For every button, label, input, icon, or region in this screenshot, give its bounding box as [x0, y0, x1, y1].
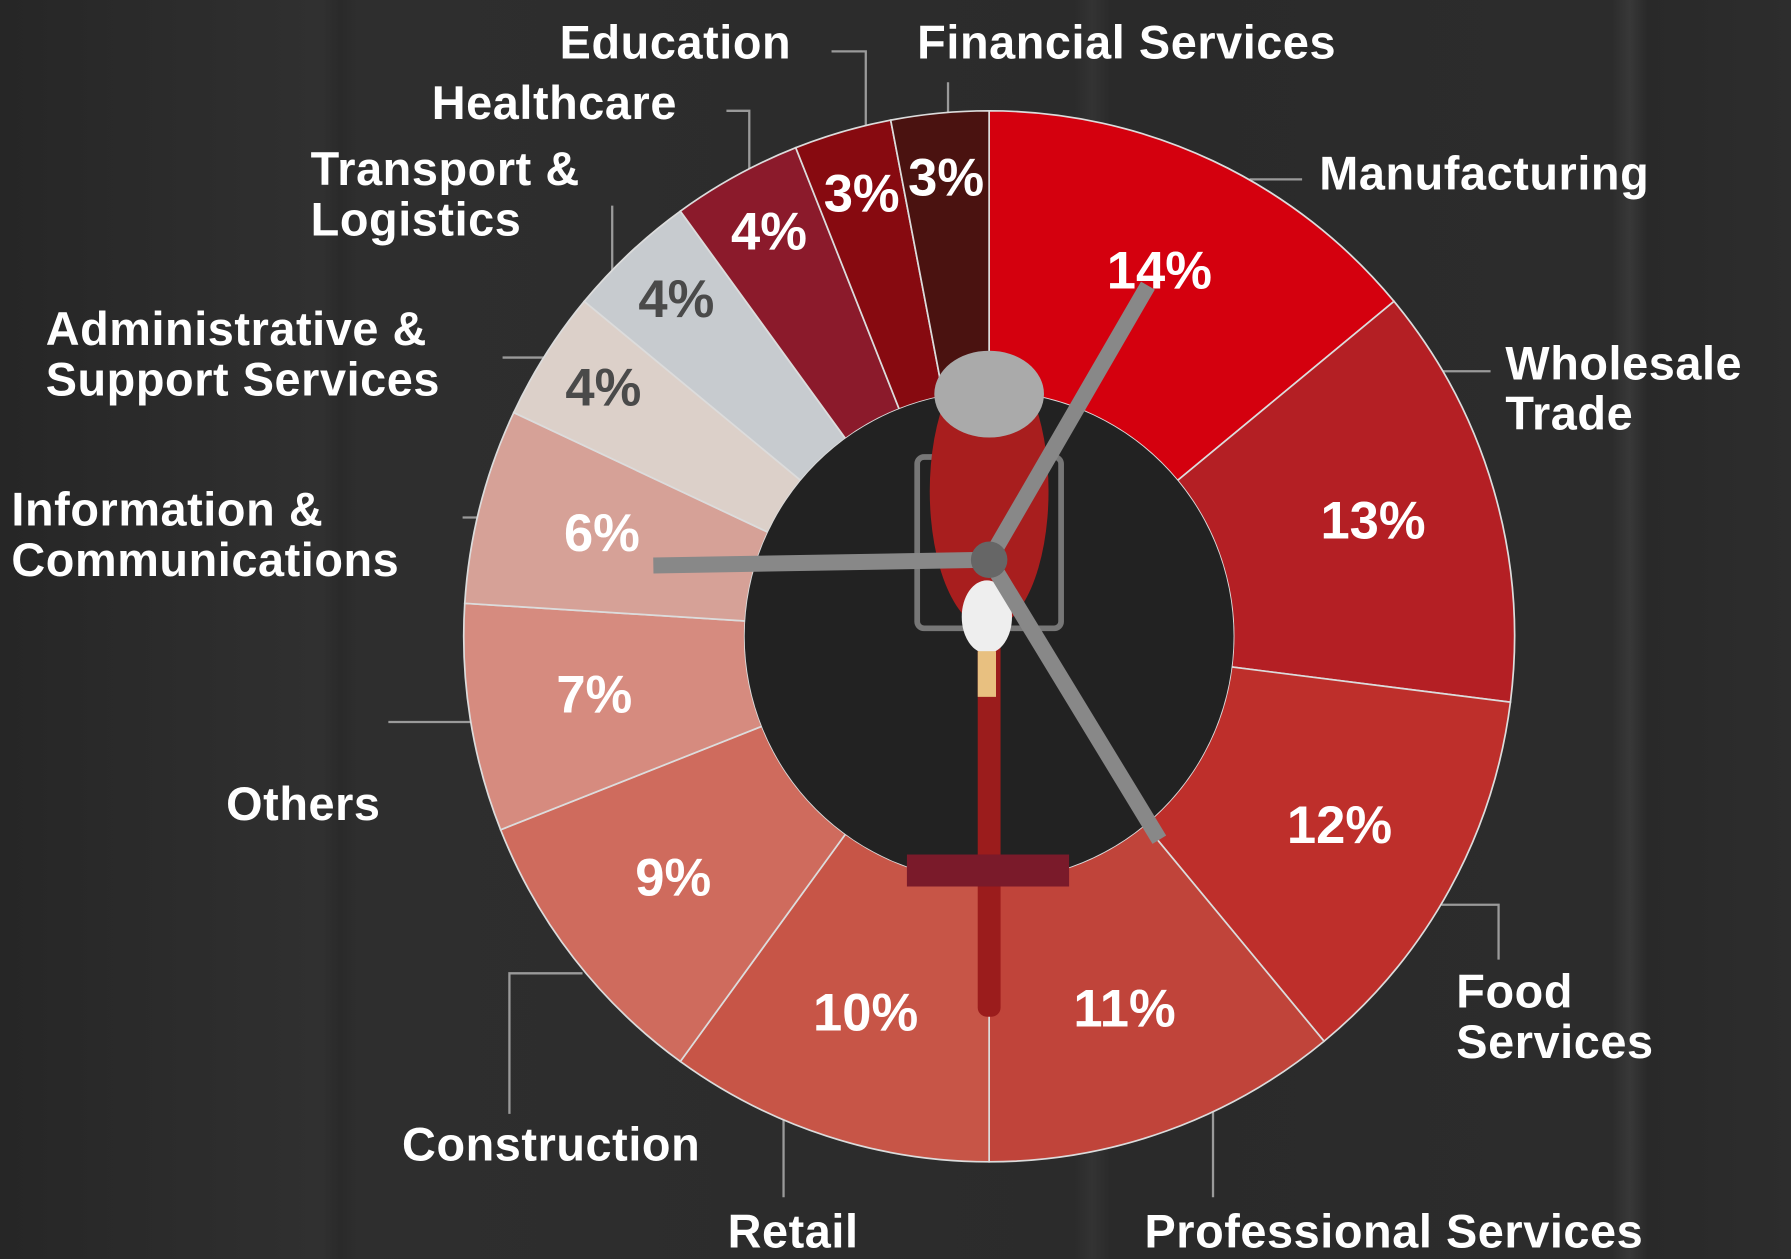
value-label: 12%: [1287, 796, 1392, 855]
category-label: Transport & Logistics: [310, 142, 580, 246]
value-label: 4%: [638, 270, 714, 329]
category-label: Food Services: [1456, 965, 1654, 1069]
value-label: 14%: [1107, 241, 1212, 300]
category-label: Retail: [727, 1205, 859, 1258]
leader-line: [508, 972, 583, 1114]
value-label: 4%: [565, 358, 641, 417]
category-label: Professional Services: [1144, 1205, 1644, 1258]
category-label: Administrative & Support Services: [45, 302, 441, 406]
leader-line: [831, 50, 867, 147]
value-label: 4%: [731, 203, 807, 262]
category-label: Manufacturing: [1319, 147, 1650, 200]
value-label: 9%: [635, 848, 711, 907]
leader-line: [1441, 903, 1500, 960]
category-label: Education: [559, 15, 792, 69]
value-label: 11%: [1073, 979, 1175, 1038]
category-label: Financial Services: [917, 15, 1337, 69]
value-label: 10%: [813, 983, 918, 1042]
category-label: Wholesale Trade: [1505, 337, 1743, 440]
category-label: Others: [226, 777, 381, 831]
value-label: 7%: [556, 666, 632, 725]
value-label: 3%: [824, 164, 900, 223]
category-label: Information & Communications: [11, 483, 400, 587]
value-label: 13%: [1320, 492, 1425, 551]
category-label: Construction: [402, 1118, 701, 1171]
value-label: 6%: [564, 504, 640, 563]
helicopter: [653, 281, 1167, 1017]
value-label: 3%: [908, 148, 984, 207]
category-label: Healthcare: [431, 76, 677, 130]
value-labels: 14% 13% 12% 11% 10% 9% 7% 6% 4% 4% 4% 3% 3%: [556, 148, 1425, 1042]
